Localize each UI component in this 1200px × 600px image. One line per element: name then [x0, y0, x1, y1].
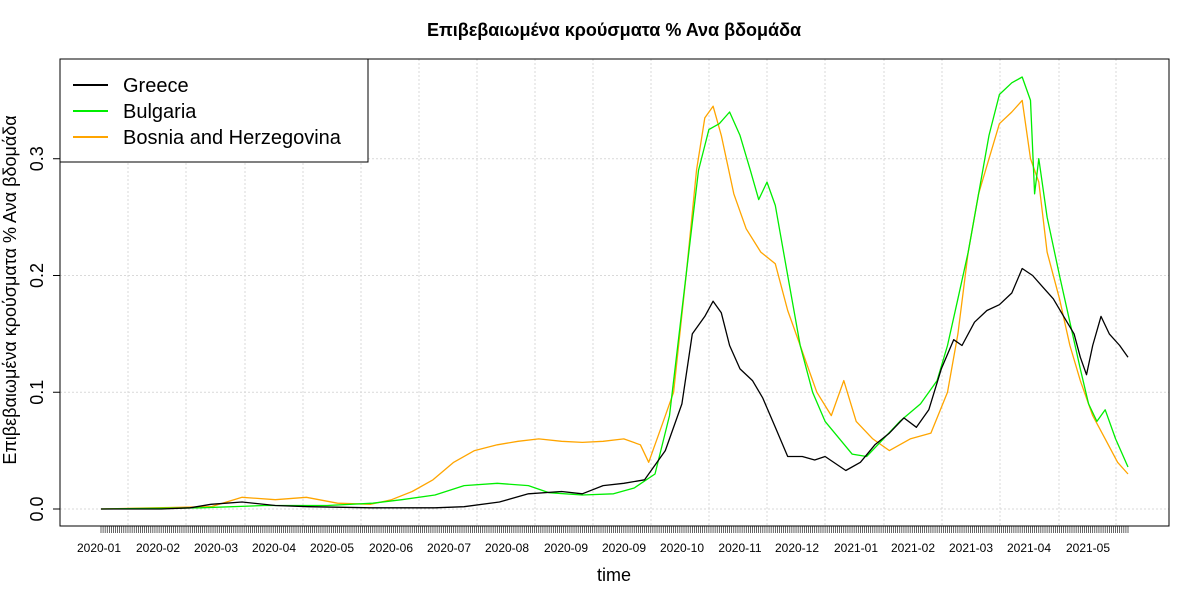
x-tick-label-7: 2020-08 [485, 541, 529, 555]
y-axis-label: Επιβεβαιωμένα κρούσματα % Ανα βδομάδα [0, 115, 20, 464]
x-tick-label-11: 2020-11 [718, 541, 761, 555]
x-tick-label-4: 2020-05 [310, 541, 354, 555]
x-axis-label: time [597, 565, 631, 585]
chart-title: Επιβεβαιωμένα κρούσματα % Ανα βδομάδα [427, 20, 801, 40]
x-tick-label-6: 2020-07 [427, 541, 471, 555]
x-tick-label-8: 2020-09 [544, 541, 588, 555]
series-line-bosnia-and-herzegovina [100, 99, 1129, 510]
x-tick-label-1: 2020-02 [136, 541, 180, 555]
series-line-bulgaria [100, 76, 1129, 510]
x-tick-label-10: 2020-10 [660, 541, 704, 555]
x-tick-label-0: 2020-01 [77, 541, 121, 555]
x-tick-label-16: 2021-04 [1007, 541, 1051, 555]
x-tick-label-15: 2021-03 [949, 541, 993, 555]
y-tick-label-0: 0.0 [27, 496, 47, 521]
legend-label-bosnia-and-herzegovina: Bosnia and Herzegovina [123, 127, 342, 149]
legend: Greece Bulgaria Bosnia and Herzegovina [59, 58, 369, 163]
x-tick-label-17: 2021-05 [1066, 541, 1110, 555]
legend-box [59, 58, 369, 163]
legend-label-bulgaria: Bulgaria [123, 101, 197, 123]
series-layer [100, 76, 1129, 510]
x-tick-label-13: 2021-01 [834, 541, 878, 555]
x-tick-marks [100, 526, 1129, 533]
series-line-greece [101, 267, 1129, 510]
x-tick-label-12: 2020-12 [775, 541, 819, 555]
x-axis: 2020-01 2020-02 2020-03 2020-04 2020-05 2020-… [77, 526, 1129, 555]
y-tick-label-1: 0.1 [27, 380, 47, 405]
y-tick-label-2: 0.2 [27, 263, 47, 288]
x-tick-label-3: 2020-04 [252, 541, 296, 555]
plot-frame [59, 58, 1170, 527]
y-tick-label-3: 0.3 [27, 146, 47, 171]
x-tick-label-2: 2020-03 [194, 541, 238, 555]
x-tick-label-14: 2021-02 [891, 541, 935, 555]
y-axis: 0.0 0.1 0.2 0.3 [27, 146, 60, 522]
legend-label-greece: Greece [123, 75, 189, 97]
x-tick-label-9: 2020-09 [602, 541, 646, 555]
x-tick-label-5: 2020-06 [369, 541, 413, 555]
